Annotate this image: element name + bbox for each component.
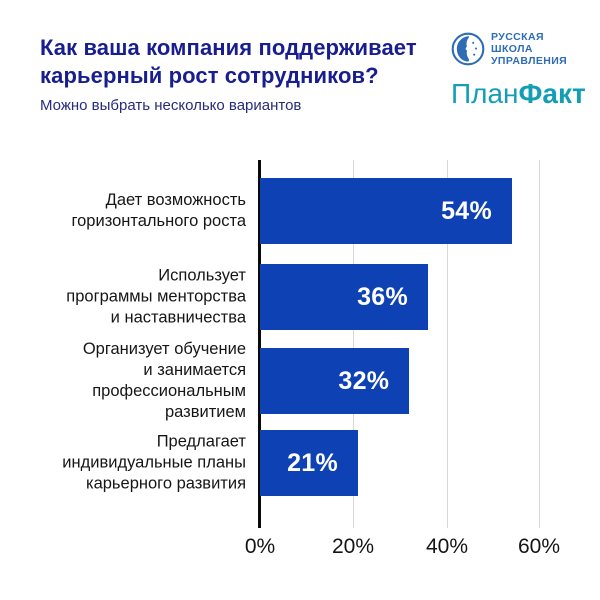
category-label: Использует программы менторства и настав…	[66, 266, 246, 327]
x-tick-0: 0%	[244, 535, 276, 558]
category-label: Организует обучение и занимается професс…	[82, 340, 246, 421]
x-tick-40: 40%	[425, 535, 469, 558]
y-axis-line	[258, 160, 261, 528]
chart-title: Как ваша компания поддерживает карьерный…	[40, 35, 417, 89]
bar-row: 32%	[260, 348, 540, 414]
rsm-line-2: ШКОЛА	[491, 43, 533, 55]
rsm-logo: РУССКАЯ ШКОЛА УПРАВЛЕНИЯ	[451, 31, 583, 67]
bar-mentorship: 36%	[260, 264, 428, 330]
rsm-line-1: РУССКАЯ	[491, 31, 544, 43]
x-tick-60: 60%	[517, 535, 561, 558]
chart-subtitle: Можно выбрать несколько вариантов	[40, 97, 302, 114]
x-tick-20: 20%	[331, 535, 375, 558]
rsm-line-3: УПРАВЛЕНИЯ	[491, 55, 568, 67]
plot-area: 54% 36% 32% 21% 0% 20% 40% 60%	[245, 160, 560, 558]
gridline-20	[353, 160, 354, 528]
brand-logos: РУССКАЯ ШКОЛА УПРАВЛЕНИЯ ПланФакт	[451, 31, 586, 109]
planfact-part2: Факт	[518, 78, 586, 109]
bar-row: 36%	[260, 264, 540, 330]
category-label: Дает возможность горизонтального роста	[71, 191, 246, 230]
rsm-emblem-icon	[451, 32, 485, 66]
bar-value-label: 21%	[287, 448, 338, 477]
planfact-logo: ПланФакт	[451, 78, 586, 109]
rsm-logo-text: РУССКАЯ ШКОЛА УПРАВЛЕНИЯ	[491, 31, 567, 67]
gridline-60	[539, 160, 540, 528]
bar-horizontal-growth: 54%	[260, 178, 512, 244]
gridline-40	[447, 160, 448, 528]
bar-value-label: 32%	[338, 366, 390, 395]
bar-individual-plans: 21%	[260, 430, 358, 496]
bar-row: 21%	[260, 430, 540, 496]
category-label: Предлагает индивидуальные планы карьерно…	[62, 432, 246, 493]
bar-value-label: 54%	[441, 196, 492, 225]
bar-value-label: 36%	[357, 282, 408, 311]
bar-row: 54%	[260, 178, 540, 244]
planfact-part1: План	[451, 78, 519, 109]
bar-training: 32%	[260, 348, 410, 414]
